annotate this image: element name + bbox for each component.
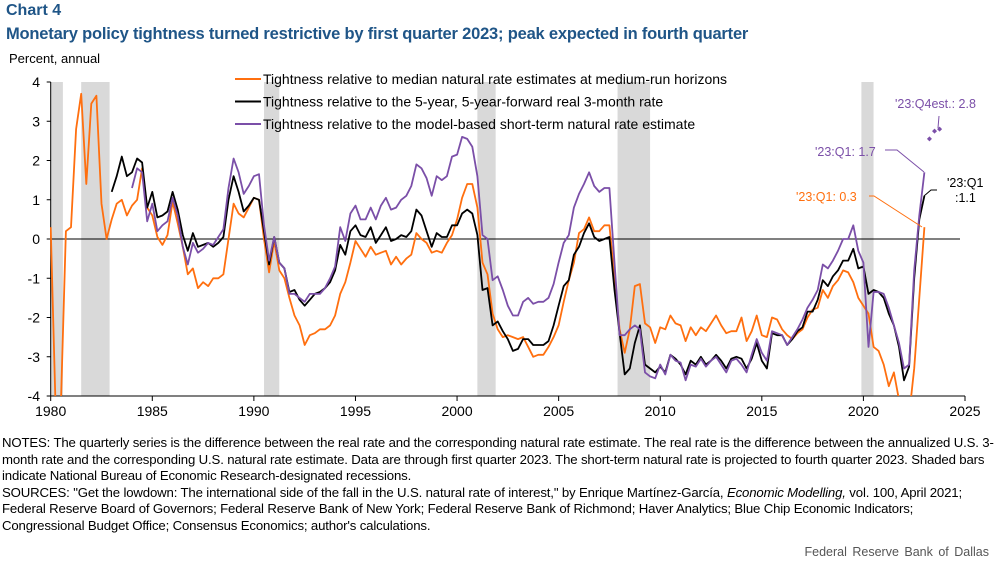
x-tick-label: 1995 bbox=[340, 403, 371, 419]
legend-label-2: Tightness relative to the 5-year, 5-year… bbox=[263, 94, 663, 110]
x-tick-label: 1980 bbox=[35, 403, 66, 419]
chart-label: Chart 4 bbox=[6, 2, 62, 19]
y-tick-label: -4 bbox=[28, 388, 41, 404]
y-tick-label: 4 bbox=[32, 74, 40, 90]
x-tick-label: 2025 bbox=[949, 403, 980, 419]
y-tick-label: 3 bbox=[32, 113, 40, 129]
x-tick-label: 2020 bbox=[848, 403, 879, 419]
leader-line-orange-q1 bbox=[869, 195, 923, 228]
estimate-point bbox=[926, 136, 932, 142]
leader-line-black-q1 bbox=[923, 189, 937, 197]
x-tick-label: 2015 bbox=[746, 403, 777, 419]
y-tick-label: 1 bbox=[32, 192, 40, 208]
y-tick-label: -2 bbox=[28, 310, 41, 326]
y-tick-label: -1 bbox=[28, 270, 41, 286]
estimate-point bbox=[937, 126, 943, 132]
annotation-black-q1-value: :1.1 bbox=[955, 191, 976, 205]
x-tick-label: 2005 bbox=[543, 403, 574, 419]
notes-block: NOTES: The quarterly series is the diffe… bbox=[2, 435, 997, 535]
sources-post: vol. 100, April 2021; Federal Reserve Bo… bbox=[2, 484, 962, 533]
y-tick-label: 0 bbox=[32, 231, 40, 247]
x-tick-label: 1985 bbox=[137, 403, 168, 419]
x-tick-label: 2010 bbox=[645, 403, 676, 419]
notes-text: NOTES: The quarterly series is the diffe… bbox=[2, 435, 994, 484]
estimate-point bbox=[932, 128, 938, 134]
sources-pre: SOURCES: "Get the lowdown: The internati… bbox=[2, 484, 727, 500]
sources-text: SOURCES: "Get the lowdown: The internati… bbox=[2, 485, 997, 535]
y-tick-label: -3 bbox=[28, 349, 41, 365]
annotation-purple-q1: '23:Q1: 1.7 bbox=[815, 145, 876, 159]
legend-label-3: Tightness relative to the model-based sh… bbox=[263, 116, 695, 132]
annotation-black-q1: '23:Q1 bbox=[947, 176, 983, 190]
leader-line-purple-q1 bbox=[885, 149, 925, 173]
credit: Federal Reserve Bank of Dallas bbox=[804, 545, 989, 559]
leader-line-purple-estimate bbox=[937, 115, 940, 129]
x-tick-label: 1990 bbox=[238, 403, 269, 419]
y-axis-unit: Percent, annual bbox=[9, 51, 101, 66]
sources-journal: Economic Modelling, bbox=[726, 484, 846, 500]
series-line-1 bbox=[50, 92, 926, 396]
x-tick-label: 2000 bbox=[441, 403, 472, 419]
annotation-orange-q1: '23:Q1: 0.3 bbox=[796, 190, 857, 204]
series-line-3 bbox=[131, 135, 926, 382]
chart-title: Monetary policy tightness turned restric… bbox=[6, 25, 749, 43]
legend-label-1: Tightness relative to median natural rat… bbox=[263, 71, 727, 87]
annotation-purple-estimate: '23:Q4est.: 2.8 bbox=[895, 97, 976, 111]
y-tick-label: 2 bbox=[32, 153, 40, 169]
